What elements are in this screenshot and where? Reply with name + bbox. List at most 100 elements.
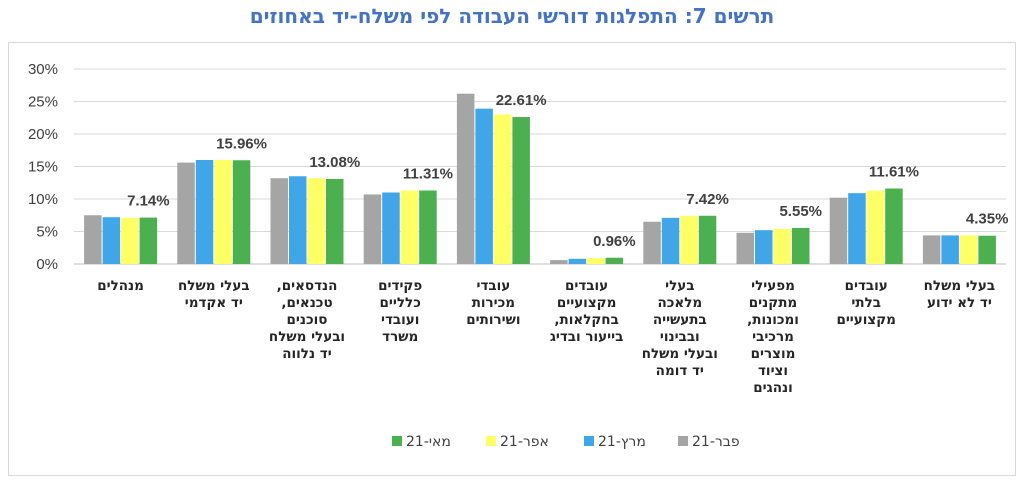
category-label: ובעלי משלח	[642, 346, 718, 362]
bar	[121, 217, 139, 264]
category-label: משרד	[382, 329, 418, 345]
legend-label: פבר-21	[692, 434, 740, 450]
category-label: עובדים	[565, 278, 608, 294]
legend-label: אפר-21	[500, 434, 549, 450]
bar	[177, 162, 195, 264]
y-tick-label: 0%	[36, 256, 58, 273]
bar	[736, 232, 754, 264]
chart-title: תרשים 7: התפלגות דורשי העבודה לפי משלח-י…	[249, 4, 775, 28]
category-label: ושירותים	[466, 312, 520, 328]
bar	[643, 221, 661, 264]
category-label: ונהגים	[753, 380, 792, 396]
category-label: הנדסאים,	[277, 278, 338, 294]
bar	[792, 227, 810, 264]
legend-label: מאי-21	[406, 434, 451, 450]
category-label: כלליים	[380, 295, 421, 311]
data-label: 15.96%	[216, 135, 267, 152]
legend-label: מרץ-21	[598, 434, 646, 450]
bar	[232, 160, 251, 264]
bar	[139, 217, 158, 264]
legend-swatch	[678, 436, 688, 446]
bar	[307, 178, 325, 264]
bar	[419, 190, 437, 264]
data-label: 22.61%	[496, 92, 547, 109]
bar	[568, 258, 587, 264]
bar	[363, 194, 382, 264]
category-label: בעלי	[665, 278, 694, 294]
bar	[400, 190, 419, 264]
bar	[680, 215, 698, 264]
y-tick-label: 25%	[28, 94, 58, 111]
category-label: מנהלים	[97, 278, 144, 294]
y-tick-label: 30%	[28, 61, 58, 78]
bar	[512, 117, 530, 264]
category-label: בחקלאות,	[554, 312, 618, 328]
category-label: סוכנים	[287, 312, 328, 328]
category-label: עובדים	[845, 278, 888, 294]
category-label: ומכונות,	[747, 312, 799, 328]
category-label: בעלי משלח	[178, 278, 250, 294]
bar	[456, 93, 475, 264]
bar	[941, 235, 959, 264]
category-label: בעלי משלח	[924, 278, 996, 294]
category-label: יד לא ידוע	[927, 295, 992, 311]
bar	[289, 176, 307, 264]
bar	[84, 215, 102, 264]
category-label: יד נלווה	[282, 346, 331, 362]
category-label: מרכיבי	[752, 329, 794, 345]
category-label: מכירות	[472, 295, 515, 311]
bar	[270, 178, 288, 264]
bar	[493, 114, 512, 264]
category-label: עובדי	[477, 278, 511, 294]
y-tick-label: 20%	[28, 126, 58, 143]
category-label: ועובדי	[381, 312, 419, 328]
chart-frame	[8, 42, 1016, 476]
bar	[587, 258, 605, 264]
category-label: מקצועיים	[557, 295, 617, 311]
data-label: 13.08%	[309, 154, 360, 171]
category-label: מלאכה	[657, 295, 702, 311]
y-tick-label: 5%	[36, 224, 58, 241]
bar	[829, 197, 848, 264]
bar	[475, 108, 493, 265]
data-label: 4.35%	[966, 211, 1009, 228]
bar	[550, 260, 568, 264]
category-label: מפעילי	[751, 278, 795, 294]
bar	[326, 178, 344, 264]
bar	[102, 217, 121, 264]
bar	[866, 190, 885, 264]
bar	[922, 235, 941, 264]
category-label: בתעשייה	[653, 312, 707, 328]
category-label: בלתי	[851, 295, 881, 311]
data-label: 11.31%	[403, 165, 453, 182]
category-label: מתקנים	[749, 295, 797, 311]
bar	[698, 215, 717, 264]
category-label: מוצרים	[751, 346, 796, 362]
legend-swatch	[486, 436, 496, 446]
data-label: 7.14%	[127, 193, 170, 210]
data-label: 7.42%	[686, 191, 729, 208]
category-label: ובבינוי	[660, 329, 700, 345]
category-label: וציוד	[758, 363, 788, 379]
category-label: יד דומה	[656, 363, 704, 379]
legend-swatch	[584, 436, 594, 446]
bar	[773, 228, 791, 264]
bar	[978, 235, 996, 264]
category-label: פקידים	[378, 278, 422, 294]
category-label: יד אקדמי	[185, 295, 243, 311]
legend-swatch	[392, 436, 402, 446]
bar	[214, 160, 232, 264]
bar	[661, 217, 680, 264]
bar	[959, 235, 978, 264]
bar	[848, 193, 866, 264]
category-label: ובעלי משלח	[269, 329, 345, 345]
bar	[885, 188, 903, 264]
y-tick-label: 10%	[28, 191, 58, 208]
bar	[382, 192, 400, 264]
bar	[755, 230, 773, 264]
bar	[195, 160, 214, 264]
data-label: 5.55%	[779, 203, 822, 220]
category-label: טכנאים,	[281, 295, 332, 311]
category-label: מקצועיים	[836, 312, 896, 328]
